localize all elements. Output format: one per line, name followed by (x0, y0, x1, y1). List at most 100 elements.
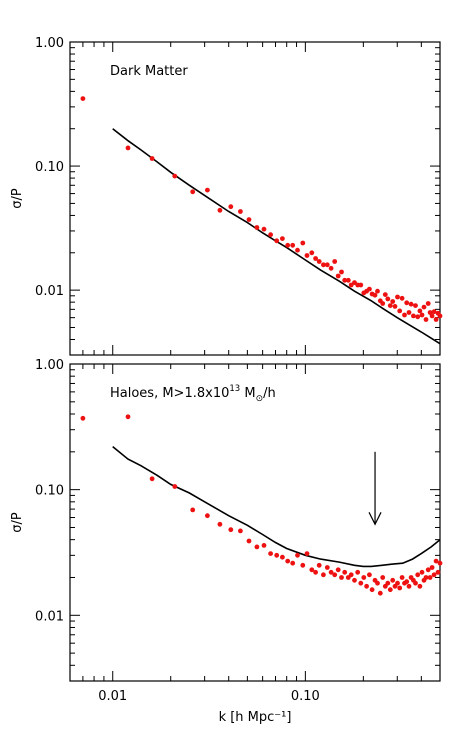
axis-ticks: 0.01 0.10 1.00 0.01 0.10 (35, 358, 441, 704)
y-tick-label: 0.01 (35, 284, 64, 299)
data-point (205, 187, 210, 193)
data-point (290, 242, 296, 248)
data-point (125, 145, 131, 151)
data-point (435, 569, 441, 575)
data-point (217, 207, 223, 213)
data-point (190, 189, 196, 195)
data-point (390, 577, 396, 583)
data-point (274, 238, 280, 244)
data-point (313, 569, 318, 575)
data-point (367, 572, 372, 578)
data-point (415, 314, 421, 320)
data-point (421, 304, 427, 310)
data-point (172, 484, 178, 489)
panel-label: Dark Matter (110, 64, 188, 79)
data-point (335, 273, 341, 279)
data-point (228, 527, 234, 533)
data-point (358, 580, 364, 586)
data-point (429, 565, 435, 570)
data-point (321, 262, 326, 268)
data-point (246, 217, 252, 223)
data-point (413, 303, 418, 308)
data-point (268, 551, 273, 556)
data-point (372, 292, 378, 298)
data-point (328, 265, 334, 271)
data-point (395, 580, 400, 586)
data-point (431, 572, 437, 578)
data-point (367, 286, 372, 292)
data-point (380, 575, 386, 580)
data-point (304, 551, 310, 556)
data-point (352, 577, 357, 583)
data-point (431, 309, 437, 315)
data-point (380, 301, 386, 306)
data-point (295, 552, 300, 558)
y-tick-label: 1.00 (35, 358, 64, 373)
data-point (404, 300, 410, 306)
data-point (411, 313, 416, 319)
data-point (406, 310, 412, 315)
data-point (261, 543, 267, 548)
data-point (395, 294, 400, 300)
data-point (309, 567, 315, 573)
data-point (149, 156, 155, 161)
plot-frame (69, 363, 441, 682)
model-line (112, 445, 441, 568)
data-point (261, 226, 267, 232)
data-point (321, 572, 326, 578)
data-point (423, 317, 429, 322)
data-point (324, 262, 330, 268)
x-axis-label: k [h Mpc⁻¹] (219, 710, 292, 725)
x-tick-label: 0.01 (98, 689, 127, 704)
data-point (339, 269, 344, 275)
y-axis-label: σ/P (10, 512, 25, 533)
data-point (316, 562, 322, 568)
data-point (300, 240, 306, 246)
data-point (375, 580, 380, 586)
data-point (228, 204, 234, 210)
data-point (397, 308, 403, 314)
data-point (425, 567, 431, 573)
data-point (80, 96, 86, 101)
data-point (375, 288, 380, 294)
data-point (246, 538, 252, 544)
data-point (300, 562, 306, 568)
data-point (423, 575, 429, 580)
panel-label-main: Haloes, M>1.8x10 (110, 386, 229, 401)
data-point (280, 554, 285, 560)
data-point (385, 296, 391, 302)
data-point (274, 552, 280, 558)
data-point (385, 580, 391, 586)
data-point (125, 414, 131, 420)
data-point (358, 282, 364, 288)
y-tick-label: 0.01 (35, 609, 64, 624)
data-point (332, 259, 338, 264)
data-point (419, 312, 425, 318)
data-point (316, 259, 322, 264)
data-point (408, 301, 414, 307)
data-point (433, 317, 439, 322)
data-point (413, 580, 418, 586)
plot-marks (80, 96, 443, 345)
data-point (399, 295, 405, 301)
data-point (402, 312, 407, 318)
data-point (419, 569, 425, 575)
data-point (437, 313, 443, 319)
data-point (417, 308, 423, 314)
panel-label-exponent: 13 (229, 384, 240, 394)
data-point (172, 173, 178, 179)
data-point (397, 585, 403, 591)
data-point (404, 579, 410, 585)
data-point (342, 277, 348, 283)
data-point (427, 575, 433, 580)
data-point (406, 583, 412, 589)
data-point (348, 282, 354, 288)
data-point (285, 558, 291, 564)
data-point (149, 476, 155, 482)
y-axis-label: σ/P (10, 188, 25, 209)
panel-label-solar-symbol: ⊙ (256, 394, 264, 404)
data-point (254, 544, 260, 550)
data-point (345, 277, 351, 283)
panel-label-mass: M (240, 386, 255, 401)
